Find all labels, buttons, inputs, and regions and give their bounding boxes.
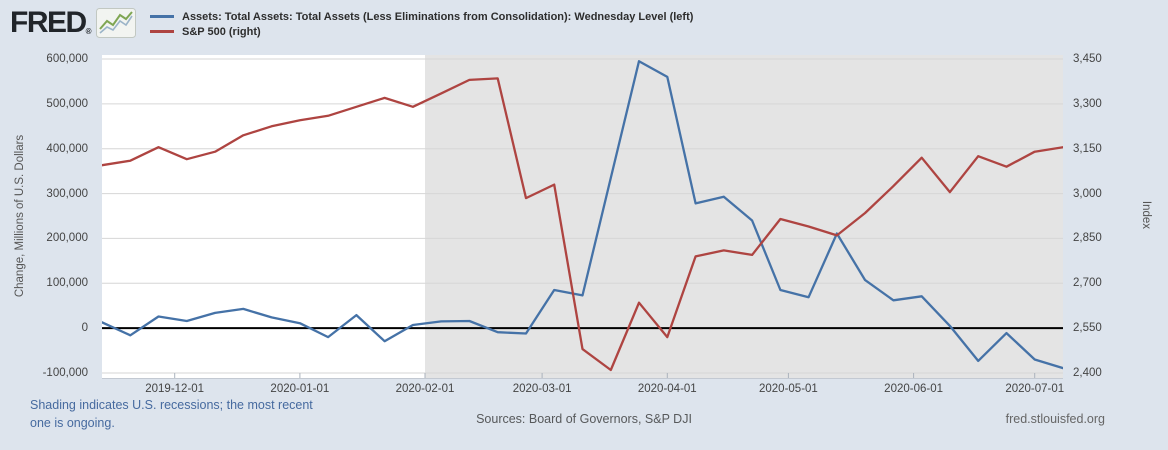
left-axis-tick: 600,000 (46, 53, 88, 65)
left-axis-tick: 500,000 (46, 97, 88, 110)
legend-item-sp500: S&P 500 (right) (150, 24, 693, 39)
legend: Assets: Total Assets: Total Assets (Less… (150, 9, 693, 39)
right-axis-tick: 2,700 (1073, 277, 1102, 290)
x-axis-tick: 2019-12-01 (145, 383, 205, 395)
right-axis-tick: 2,400 (1073, 367, 1102, 379)
left-axis-tick: 100,000 (46, 277, 88, 290)
left-axis-tick: 400,000 (46, 142, 88, 155)
recession-note: Shading indicates U.S. recessions; the m… (30, 398, 313, 430)
right-axis-tick: 3,450 (1073, 53, 1102, 65)
legend-swatch-sp500 (150, 30, 174, 33)
x-axis-tick: 2020-01-01 (270, 383, 330, 395)
legend-swatch-assets (150, 15, 174, 18)
x-axis-tick: 2020-05-01 (759, 383, 818, 395)
chart-plot-area[interactable] (102, 55, 1063, 379)
x-axis-tick: 2020-03-01 (512, 383, 572, 395)
right-axis-tick: 3,300 (1073, 97, 1102, 110)
right-axis-tick: 3,150 (1073, 142, 1102, 155)
left-axis-tick: 0 (81, 322, 88, 335)
fred-logo-text: FRED (10, 6, 87, 39)
right-axis-title: Index (1140, 200, 1152, 230)
x-axis-tick: 2020-04-01 (637, 383, 697, 395)
left-axis-tick: 300,000 (46, 187, 88, 200)
sources-text: Sources: Board of Governors, S&P DJI (476, 412, 692, 426)
left-axis-title: Change, Millions of U.S. Dollars (14, 134, 26, 298)
x-axis-tick: 2020-06-01 (884, 383, 943, 395)
x-axis-tick: 2020-07-01 (1005, 383, 1065, 395)
legend-item-assets: Assets: Total Assets: Total Assets (Less… (150, 9, 693, 24)
fred-site-link[interactable]: fred.stlouisfed.org (1005, 412, 1105, 426)
legend-label-assets: Assets: Total Assets: Total Assets (Less… (182, 10, 694, 23)
legend-label-sp500: S&P 500 (right) (182, 25, 261, 38)
fred-logo[interactable]: FRED® (10, 6, 92, 40)
fred-sparkline-icon (96, 8, 136, 43)
right-axis-tick: 2,550 (1073, 322, 1102, 335)
x-axis-tick: 2020-02-01 (395, 383, 455, 395)
series-line-sp500[interactable] (102, 77, 1063, 372)
left-axis-tick: -100,000 (42, 367, 88, 379)
right-axis-tick: 3,000 (1073, 187, 1102, 200)
series-line-assets[interactable] (102, 60, 1063, 370)
chart-canvas[interactable] (102, 55, 1063, 378)
registered-mark: ® (85, 27, 92, 36)
right-axis-tick: 2,850 (1073, 232, 1102, 245)
left-axis-tick: 200,000 (46, 232, 88, 245)
